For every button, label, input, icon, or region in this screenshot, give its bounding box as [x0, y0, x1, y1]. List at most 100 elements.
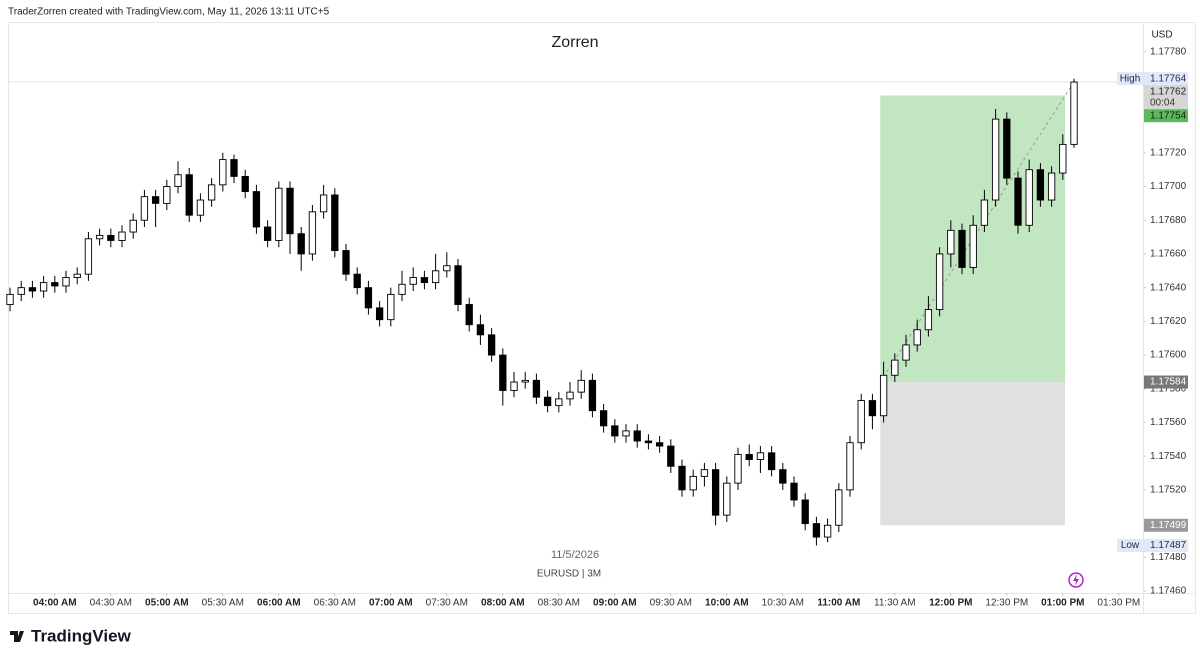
x-tick-label: 06:00 AM	[257, 598, 301, 609]
candle-body	[487, 334, 496, 356]
candle-body	[174, 174, 182, 187]
candle-body	[39, 282, 48, 292]
alert-icon[interactable]	[1068, 572, 1084, 588]
candle-body	[577, 379, 585, 393]
x-tick-label: 05:30 AM	[202, 598, 244, 609]
candle-body	[711, 469, 720, 516]
x-tick-label: 07:00 AM	[369, 598, 413, 609]
x-tick-label: 04:30 AM	[90, 598, 132, 609]
candle-body	[756, 452, 765, 460]
last-price-label-value: 1.17762	[1150, 86, 1187, 97]
candle-body	[857, 400, 865, 444]
x-tick-label: 06:30 AM	[314, 598, 356, 609]
chart-frame	[8, 22, 1196, 614]
candle-body	[140, 196, 149, 221]
x-tick-label: 11:30 AM	[874, 598, 916, 609]
candle-body	[767, 452, 776, 471]
candle-body	[655, 442, 664, 447]
x-tick-label: 01:00 PM	[1041, 598, 1084, 609]
low-marker-tag-bg	[1117, 538, 1143, 552]
y-tick-label: 1.17680	[1150, 215, 1187, 226]
brand-name: TradingView	[31, 626, 132, 645]
alert-icon-circle	[1068, 572, 1084, 588]
plot-area	[6, 78, 1143, 546]
candle-body	[476, 324, 485, 336]
currency-label: USD	[1151, 30, 1172, 41]
y-tick-label: 1.17540	[1150, 451, 1187, 462]
x-tick-label: 07:30 AM	[426, 598, 468, 609]
take-profit-label-value: 1.17754	[1150, 110, 1187, 121]
candle-body	[364, 287, 373, 309]
candle-body	[151, 196, 160, 204]
x-tick-label: 12:00 PM	[929, 598, 972, 609]
high-marker: 1.17764 High	[1117, 72, 1188, 86]
candle-body	[230, 159, 238, 177]
candle-body	[107, 234, 115, 241]
candle-body	[947, 229, 955, 255]
candle-body	[73, 273, 81, 278]
y-tick-label: 1.17600	[1150, 350, 1187, 361]
candle-body	[353, 273, 361, 289]
date-label: 11/5/2026	[551, 549, 599, 561]
candle-body	[95, 234, 104, 240]
stop-loss-label-value: 1.17499	[1150, 520, 1187, 531]
candle-body	[1059, 143, 1067, 174]
candle-body	[420, 277, 429, 284]
low-marker-tag: Low	[1121, 540, 1140, 551]
candle-body	[622, 430, 630, 437]
x-tick-label: 09:30 AM	[650, 598, 692, 609]
candle-body	[28, 287, 37, 292]
candle-body	[633, 430, 641, 442]
y-tick-label: 1.17700	[1150, 181, 1187, 192]
candle-body	[1047, 172, 1056, 201]
x-tick-label: 01:30 PM	[1097, 598, 1140, 609]
candle-body	[17, 287, 25, 295]
candle-body	[734, 454, 742, 484]
x-tick-label: 10:00 AM	[705, 598, 749, 609]
candle-body	[308, 211, 317, 255]
price-axis: 1.177801.177601.177401.177201.177001.176…	[1117, 46, 1188, 597]
candle-body	[387, 293, 395, 321]
x-tick-label: 04:00 AM	[33, 598, 77, 609]
candle-body	[532, 379, 541, 398]
candle-body	[611, 425, 619, 437]
candle-body	[252, 191, 261, 228]
candle-body	[443, 265, 451, 272]
candle-body	[1003, 118, 1011, 179]
candle-body	[51, 282, 59, 287]
candle-body	[510, 381, 518, 391]
x-tick-label: 11:00 AM	[817, 598, 860, 609]
candle-body	[454, 265, 462, 305]
candle-body	[700, 469, 709, 477]
candle-body	[812, 523, 821, 538]
stop-loss-label-bg	[1144, 518, 1188, 532]
candle-body	[969, 224, 977, 268]
candle-body	[991, 118, 1000, 201]
candle-body	[588, 379, 597, 412]
chart-title: Zorren	[551, 34, 598, 51]
x-tick-label: 08:00 AM	[481, 598, 525, 609]
stop-loss-label: 1.17499	[1144, 518, 1188, 532]
loss-zone	[880, 382, 1066, 526]
y-tick-label: 1.17580	[1150, 383, 1187, 394]
candle-body	[409, 277, 417, 285]
candle-body	[84, 238, 93, 275]
candle-body	[375, 307, 384, 321]
candle-body	[667, 445, 675, 467]
candle-body	[868, 400, 877, 417]
candle-body	[286, 187, 294, 235]
candle-body	[241, 175, 249, 193]
candle-body	[521, 379, 529, 383]
high-marker-tag: High	[1120, 73, 1141, 84]
candle-body	[599, 410, 608, 427]
y-tick-label: 1.17460	[1150, 586, 1187, 597]
candle-body	[846, 442, 854, 491]
candle-body	[779, 469, 787, 484]
y-tick-label: 1.17520	[1150, 485, 1187, 496]
candle-body	[790, 482, 798, 501]
candle-body	[924, 309, 933, 331]
x-tick-label: 08:30 AM	[538, 598, 580, 609]
candle-body	[465, 304, 473, 326]
